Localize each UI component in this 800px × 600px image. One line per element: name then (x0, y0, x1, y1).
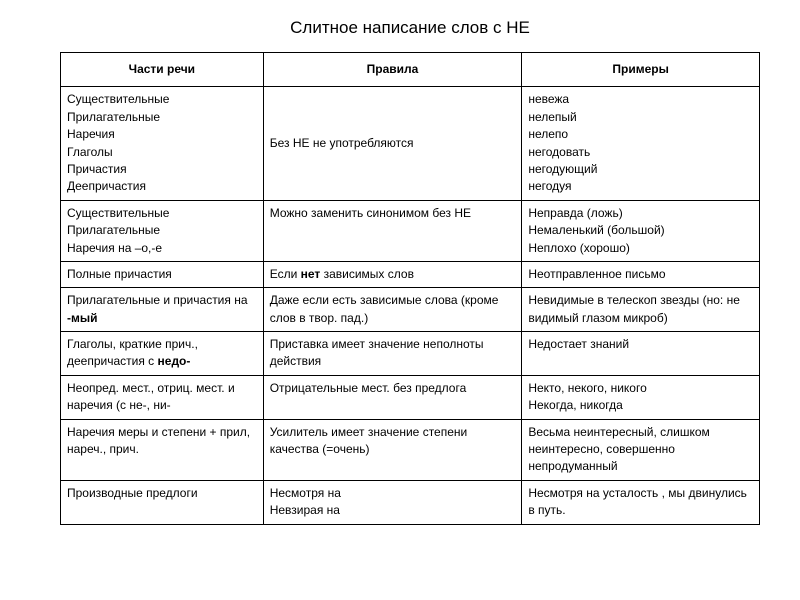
table-row: Наречия меры и степени + прил, нареч., п… (61, 419, 760, 480)
cell-examples: Недостает знаний (522, 332, 760, 376)
table-row: Полные причастия Если нет зависимых слов… (61, 261, 760, 287)
col-header-rules: Правила (263, 53, 522, 87)
cell-examples: Неотправленное письмо (522, 261, 760, 287)
cell-parts: СуществительныеПрилагательныеНаречия на … (61, 200, 264, 261)
table-row: СуществительныеПрилагательныеНаречияГлаг… (61, 87, 760, 200)
cell-parts: Прилагательные и причастия на -мый (61, 288, 264, 332)
cell-rule: Можно заменить синонимом без НЕ (263, 200, 522, 261)
cell-parts: Полные причастия (61, 261, 264, 287)
cell-rule: Без НЕ не употребляются (263, 87, 522, 200)
cell-examples: Невидимые в телескоп звезды (но: не види… (522, 288, 760, 332)
cell-examples: Неправда (ложь)Немаленький (большой)Непл… (522, 200, 760, 261)
cell-parts: Производные предлоги (61, 480, 264, 524)
table-row: СуществительныеПрилагательныеНаречия на … (61, 200, 760, 261)
cell-examples: невежанелепыйнелепонегодоватьнегодующийн… (522, 87, 760, 200)
col-header-examples: Примеры (522, 53, 760, 87)
cell-examples: Несмотря на усталость , мы двинулись в п… (522, 480, 760, 524)
cell-rule: Если нет зависимых слов (263, 261, 522, 287)
cell-rule: Усилитель имеет значение степени качеств… (263, 419, 522, 480)
table-row: Неопред. мест., отриц. мест. и наречия (… (61, 375, 760, 419)
table-row: Производные предлоги Несмотря наНевзирая… (61, 480, 760, 524)
cell-parts: Глаголы, краткие прич., деепричастия с н… (61, 332, 264, 376)
cell-rule: Отрицательные мест. без предлога (263, 375, 522, 419)
cell-examples: Весьма неинтересный, слишком неинтересно… (522, 419, 760, 480)
cell-parts: Неопред. мест., отриц. мест. и наречия (… (61, 375, 264, 419)
cell-parts: СуществительныеПрилагательныеНаречияГлаг… (61, 87, 264, 200)
col-header-parts: Части речи (61, 53, 264, 87)
table-body: СуществительныеПрилагательныеНаречияГлаг… (61, 87, 760, 524)
cell-rule: Несмотря наНевзирая на (263, 480, 522, 524)
cell-parts: Наречия меры и степени + прил, нареч., п… (61, 419, 264, 480)
cell-rule: Даже если есть зависимые слова (кроме сл… (263, 288, 522, 332)
document-title: Слитное написание слов с НЕ (60, 18, 760, 38)
rules-table: Части речи Правила Примеры Существительн… (60, 52, 760, 525)
table-row: Глаголы, краткие прич., деепричастия с н… (61, 332, 760, 376)
table-row: Прилагательные и причастия на -мый Даже … (61, 288, 760, 332)
cell-rule: Приставка имеет значение неполноты дейст… (263, 332, 522, 376)
cell-examples: Некто, некого, никогоНекогда, никогда (522, 375, 760, 419)
